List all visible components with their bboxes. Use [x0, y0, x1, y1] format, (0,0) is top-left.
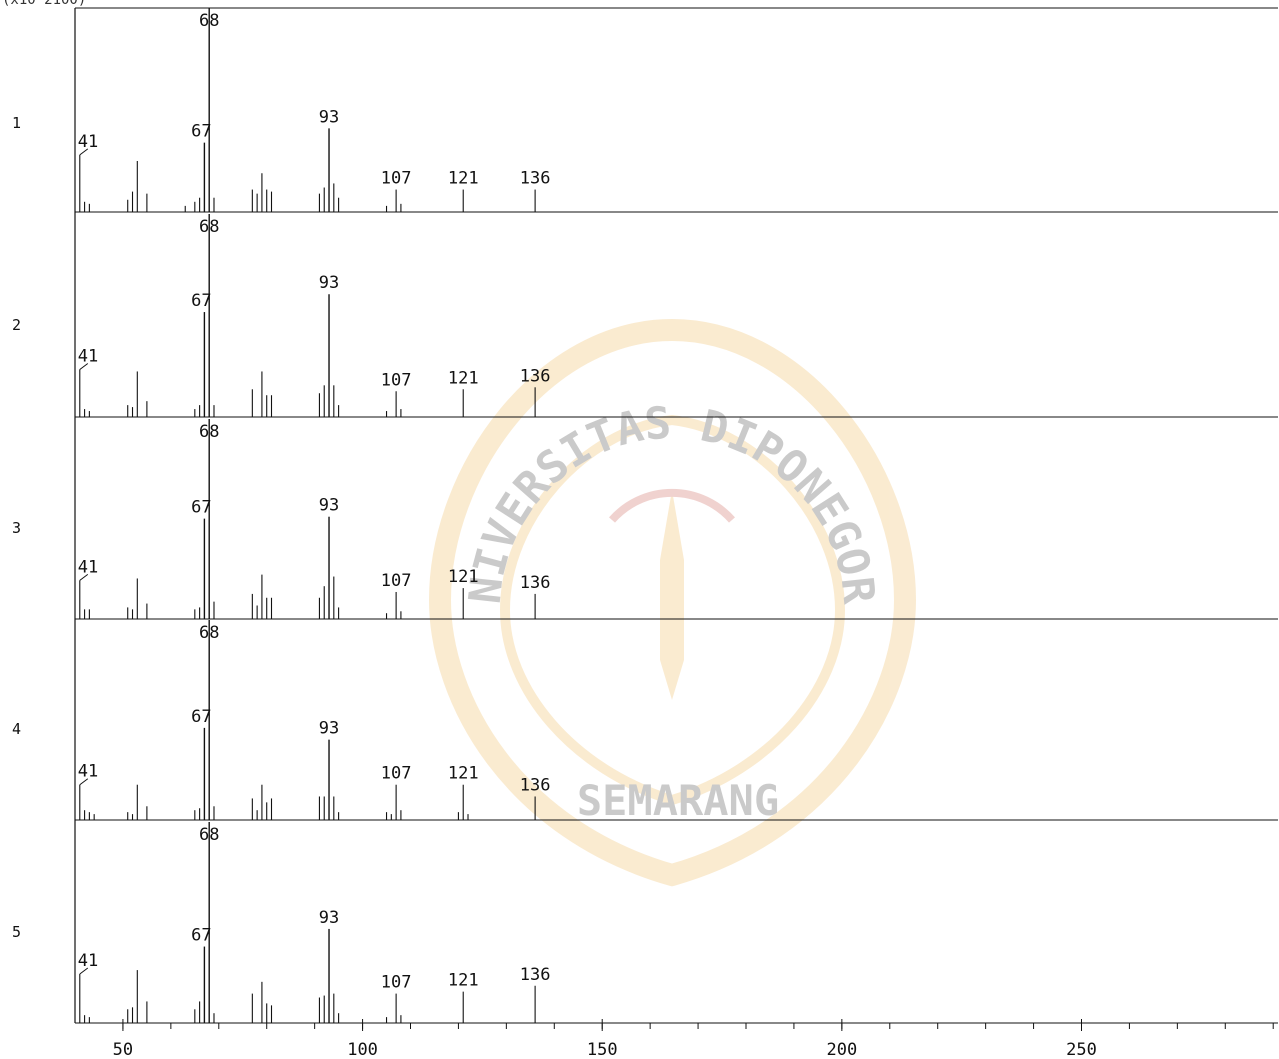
- watermark-cogwheel: [609, 488, 735, 523]
- peak-label: 121: [448, 169, 479, 189]
- peak-label: 136: [520, 366, 551, 386]
- peak-label: 68: [199, 623, 219, 643]
- x-axis: 50 100 150 200 250: [113, 1019, 1274, 1059]
- peak-label-tick: [79, 574, 89, 581]
- peak-label: 68: [199, 422, 219, 442]
- peak-label: 93: [319, 273, 339, 293]
- peak-label: 67: [191, 707, 211, 727]
- watermark-text-bottom: SEMARANG: [577, 776, 779, 825]
- peak-label: 41: [78, 132, 98, 152]
- peak-label: 67: [191, 498, 211, 518]
- x-tick-label: 150: [587, 1040, 618, 1059]
- peak-label: 93: [319, 496, 339, 516]
- spectrum-panel-4: 4 41 67 68 93 107 121 136: [12, 620, 1278, 821]
- watermark-dagger: [660, 490, 684, 700]
- peak-label: 107: [381, 973, 412, 993]
- peak-label: 136: [520, 169, 551, 189]
- watermark-text-top: UNIVERSITAS DIPONEGORO: [0, 0, 884, 607]
- peak-label: 121: [448, 764, 479, 784]
- peak-label: 136: [520, 965, 551, 985]
- peak-label: 67: [191, 291, 211, 311]
- panel-label: 1: [12, 114, 21, 132]
- x-tick-label: 250: [1066, 1040, 1097, 1059]
- watermark-leaf-shape: [428, 318, 917, 887]
- chart-header: (x10 2100): [2, 0, 87, 8]
- watermark-inner-shape: [499, 414, 846, 806]
- peak-label-tick: [79, 148, 89, 156]
- spectrum-panels: 1 41 67 68 93 107 121 136 2 41 67 68 93 107 121 136 3 41 6…: [12, 7, 1278, 1024]
- spectrum-panel-2: 2 41 67 68 93 107 121 136: [12, 214, 1278, 418]
- peak-label: 41: [78, 951, 98, 971]
- spectrum-panel-5: 5 41 67 68 93 107 121 136: [12, 822, 1278, 1024]
- panel-label: 3: [12, 519, 21, 537]
- peak-label: 93: [319, 107, 339, 127]
- peak-label: 68: [199, 11, 219, 31]
- peak-label: 67: [191, 926, 211, 946]
- x-tick-label: 100: [347, 1040, 378, 1059]
- peak-label: 67: [191, 122, 211, 142]
- peak-label: 68: [199, 825, 219, 845]
- panel-label: 4: [12, 720, 21, 738]
- peak-label: 41: [78, 762, 98, 782]
- peak-label: 121: [448, 368, 479, 388]
- spectrum-panel-3: 3 41 67 68 93 107 121 136: [12, 419, 1278, 620]
- x-tick-label: 50: [113, 1040, 133, 1059]
- peak-label: 93: [319, 719, 339, 739]
- panel-label: 5: [12, 923, 21, 941]
- peak-label: 121: [448, 971, 479, 991]
- peak-label: 136: [520, 573, 551, 593]
- peak-label: 121: [448, 567, 479, 587]
- peak-label: 107: [381, 370, 412, 390]
- spectrum-panel-1: 1 41 67 68 93 107 121 136: [12, 8, 1278, 213]
- peak-label: 107: [381, 571, 412, 591]
- peak-label: 136: [520, 775, 551, 795]
- x-tick-label: 200: [826, 1040, 857, 1059]
- peak-label: 107: [381, 764, 412, 784]
- peak-label: 41: [78, 346, 98, 366]
- panel-label: 2: [12, 316, 21, 334]
- peak-label: 93: [319, 908, 339, 928]
- peak-label-tick: [79, 778, 89, 786]
- peak-label: 41: [78, 557, 98, 577]
- peak-label-tick: [79, 363, 89, 370]
- watermark-seal: UNIVERSITAS DIPONEGORO SEMARANG: [0, 0, 917, 887]
- peak-label: 107: [381, 169, 412, 189]
- peak-label: 68: [199, 217, 219, 237]
- peak-label-tick: [79, 967, 89, 975]
